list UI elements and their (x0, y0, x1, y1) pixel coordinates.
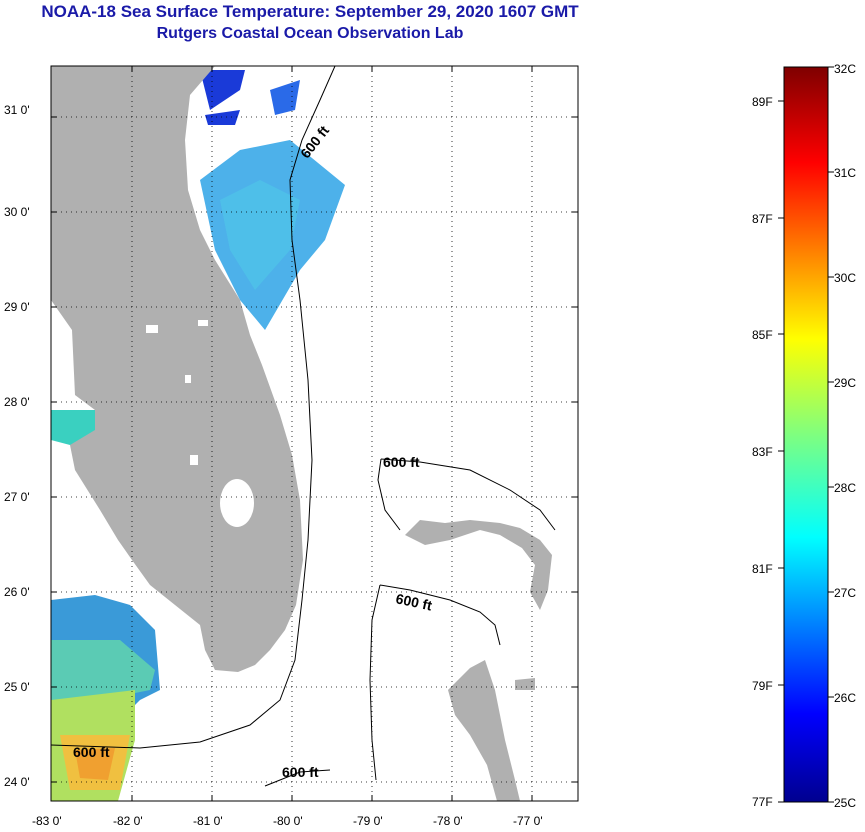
colorbar-celsius-label: 25C (834, 796, 856, 810)
colorbar-celsius-label: 32C (834, 62, 856, 76)
lat-label: 29 0' (4, 300, 30, 314)
lakes (146, 320, 254, 527)
lat-label: 31 0' (4, 103, 30, 117)
colorbar-celsius-label: 29C (834, 376, 856, 390)
lon-label: -80 0' (273, 814, 303, 828)
lat-label: 25 0' (4, 680, 30, 694)
lat-label: 30 0' (4, 205, 30, 219)
colorbar-celsius-label: 27C (834, 586, 856, 600)
contour-label-600ft-south: 600 ft (282, 764, 319, 780)
lon-label: -82 0' (113, 814, 143, 828)
sst-overlay (51, 70, 345, 801)
lat-label: 27 0' (4, 490, 30, 504)
isobath-600ft (51, 66, 556, 787)
colorbar-celsius-label: 28C (834, 481, 856, 495)
lat-label: 26 0' (4, 585, 30, 599)
latitude-labels: 24 0' 25 0' 26 0' 27 0' 28 0' 29 0' 30 0… (4, 103, 30, 789)
colorbar-fahrenheit-label: 87F (752, 212, 773, 226)
colorbar-fahrenheit-label: 77F (752, 795, 773, 809)
map-subtitle: Rutgers Coastal Ocean Observation Lab (156, 25, 464, 42)
colorbar-gradient (783, 66, 829, 803)
colorbar-fahrenheit-label: 85F (752, 328, 773, 342)
colorbar-fahrenheit-label: 83F (752, 445, 773, 459)
lat-label: 28 0' (4, 395, 30, 409)
colorbar-celsius-label: 31C (834, 166, 856, 180)
lon-label: -83 0' (32, 814, 62, 828)
lat-label: 24 0' (4, 775, 30, 789)
map-title: NOAA-18 Sea Surface Temperature: Septemb… (41, 2, 579, 21)
colorbar-celsius-label: 26C (834, 691, 856, 705)
contour-label-600ft-bahamas: 600 ft (383, 454, 420, 470)
lon-label: -77 0' (513, 814, 543, 828)
lon-label: -78 0' (433, 814, 463, 828)
colorbar-celsius-label: 30C (834, 271, 856, 285)
longitude-labels: -83 0' -82 0' -81 0' -80 0' -79 0' -78 0… (32, 814, 543, 828)
contour-label-600ft-gulf: 600 ft (73, 744, 110, 760)
lon-label: -79 0' (353, 814, 383, 828)
lon-label: -81 0' (193, 814, 223, 828)
colorbar-fahrenheit-label: 89F (752, 95, 773, 109)
contour-label-600ft-channel: 600 ft (394, 590, 433, 613)
colorbar-fahrenheit-label: 79F (752, 679, 773, 693)
colorbar: 32C 31C 30C 29C 28C 27C 26C 25C 89F 87F … (752, 62, 856, 810)
colorbar-fahrenheit-label: 81F (752, 562, 773, 576)
